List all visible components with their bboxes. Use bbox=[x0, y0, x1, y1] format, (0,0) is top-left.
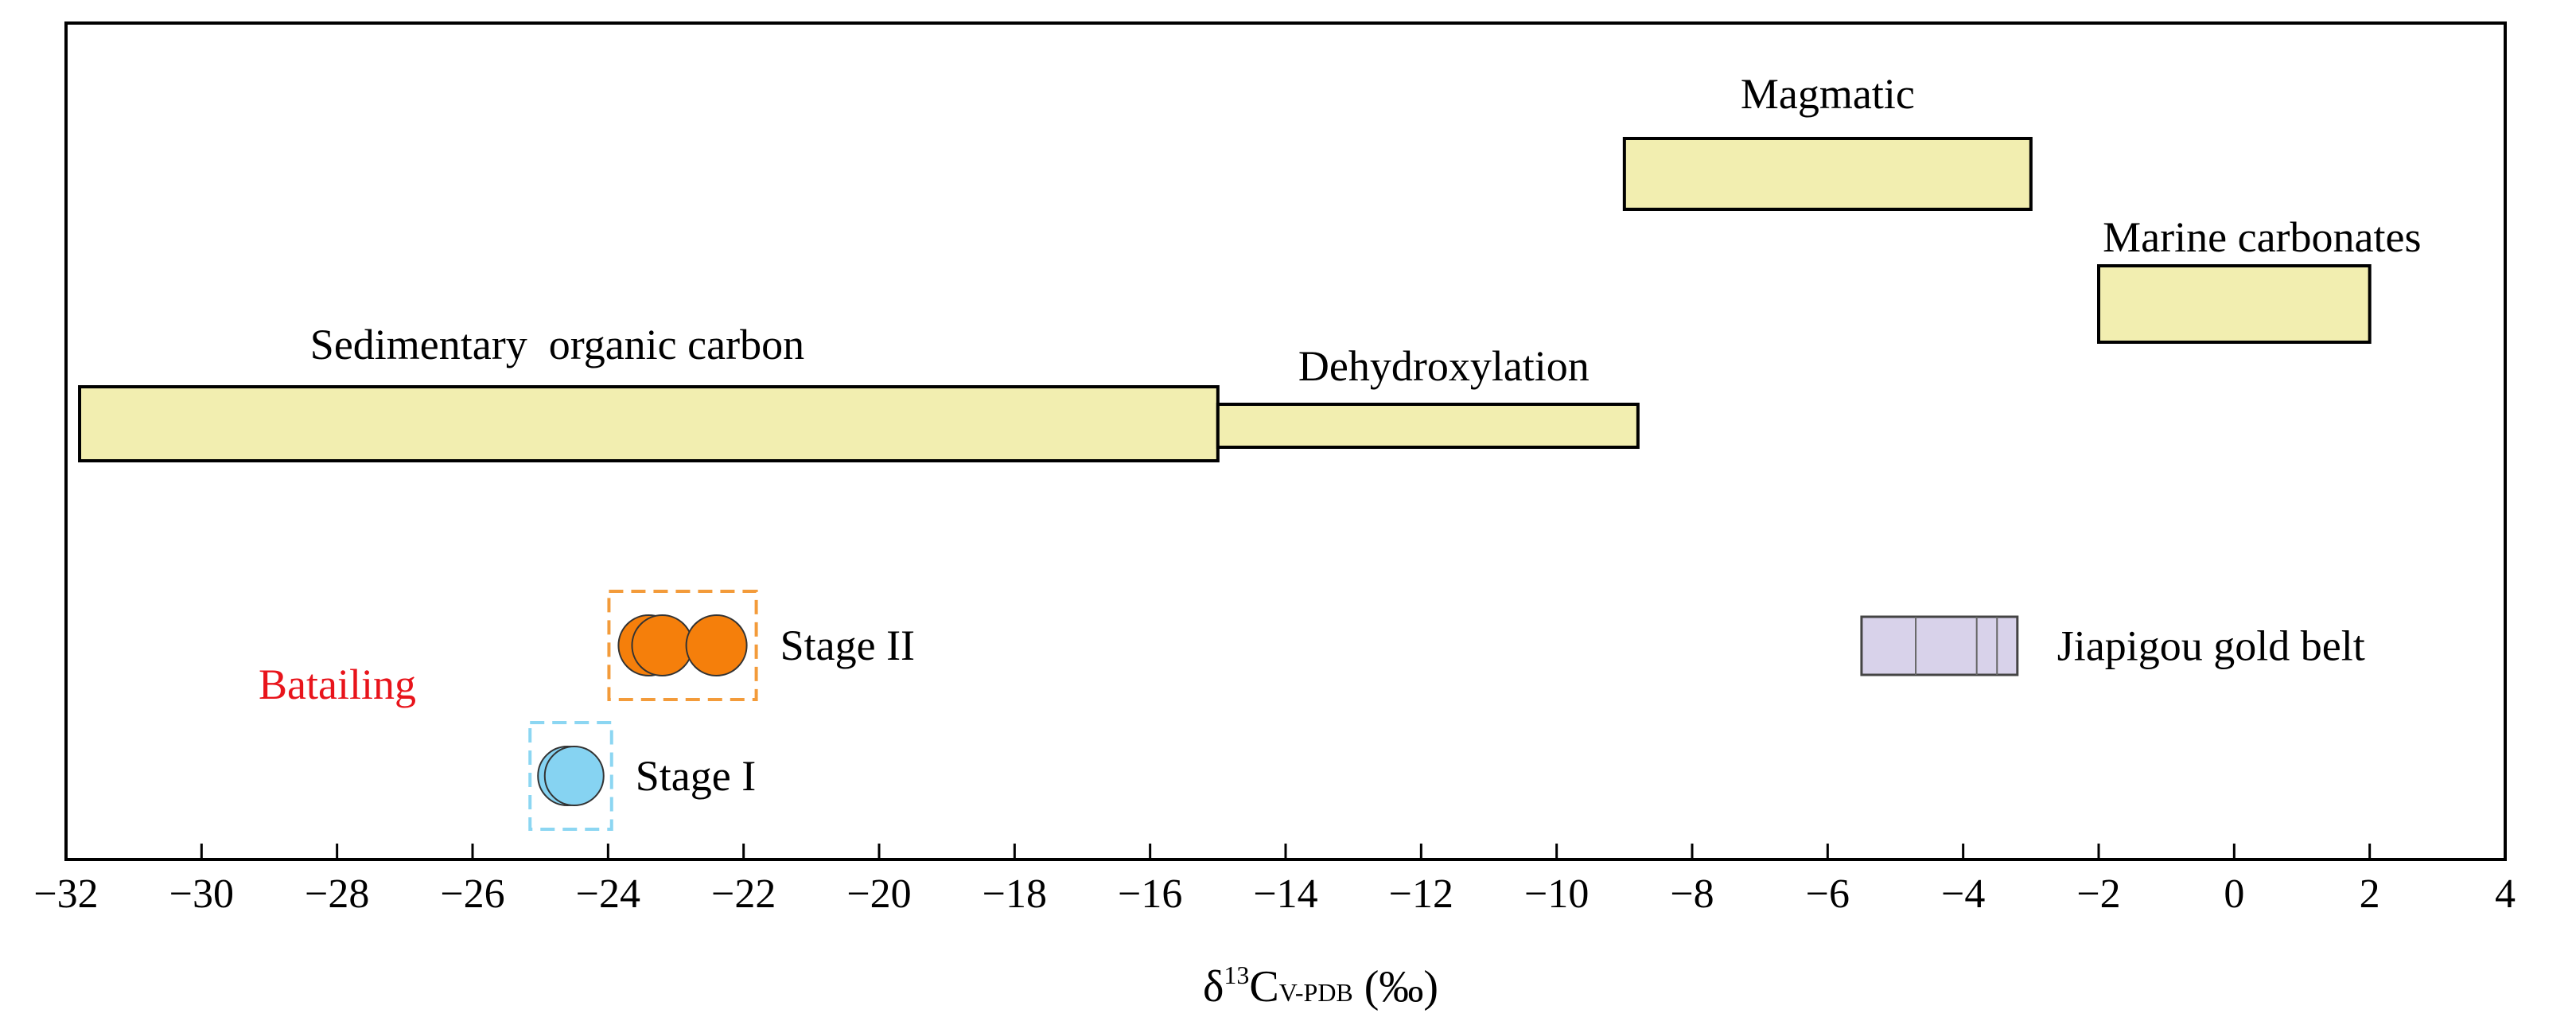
x-axis-title-delta: δ bbox=[1203, 962, 1224, 1011]
x-tick-label: −28 bbox=[305, 871, 369, 917]
stage-point bbox=[631, 614, 694, 676]
x-tick-label: −30 bbox=[169, 871, 234, 917]
range-label-sedimentary-organic-carbon: Sedimentary organic carbon bbox=[310, 321, 804, 368]
source-ranges: Magmatic Marine carbonates Sedimentary org… bbox=[78, 70, 2421, 462]
x-axis-title: δ13CV-PDB (‰) bbox=[1203, 961, 1438, 1011]
x-tick-label: −24 bbox=[576, 871, 640, 917]
x-tick-label: −2 bbox=[2076, 871, 2120, 917]
stage-point bbox=[543, 746, 605, 806]
stage-group-stage-i: Stage I bbox=[528, 721, 756, 831]
range-label-marine-carbonates: Marine carbonates bbox=[2103, 213, 2421, 261]
range-bar-magmatic bbox=[1622, 137, 2033, 211]
x-tick-label: −6 bbox=[1806, 871, 1850, 917]
x-tick-label: 4 bbox=[2495, 871, 2516, 917]
stage-groups: Stage II Stage I bbox=[528, 590, 915, 831]
stage-box bbox=[607, 590, 758, 701]
x-axis-title-unit: (‰) bbox=[1353, 962, 1438, 1011]
reference-label: Jiapigou gold belt bbox=[2057, 622, 2365, 670]
x-tick-label: −8 bbox=[1670, 871, 1714, 917]
x-tick-label: −32 bbox=[33, 871, 98, 917]
range-bar-marine-carbonates bbox=[2097, 264, 2372, 344]
x-tick-label: −12 bbox=[1389, 871, 1453, 917]
x-tick-label: −16 bbox=[1118, 871, 1182, 917]
reference-bar bbox=[1860, 615, 2019, 676]
x-tick-label: −20 bbox=[846, 871, 911, 917]
x-tick-label: 0 bbox=[2224, 871, 2244, 917]
stage-box bbox=[528, 721, 613, 831]
x-tick-label: −22 bbox=[711, 871, 776, 917]
x-tick-label: −18 bbox=[983, 871, 1047, 917]
range-label-dehydroxylation: Dehydroxylation bbox=[1298, 342, 1590, 390]
x-tick-label: 2 bbox=[2360, 871, 2380, 917]
range-bar-dehydroxylation bbox=[1216, 403, 1640, 449]
study-group-label: Batailing bbox=[259, 661, 416, 708]
stage-label: Stage I bbox=[636, 752, 756, 800]
range-bar-sedimentary-organic-carbon bbox=[78, 385, 1220, 462]
x-tick-label: −4 bbox=[1941, 871, 1985, 917]
x-axis-title-superscript: 13 bbox=[1224, 961, 1249, 989]
x-tick-label: −26 bbox=[440, 871, 504, 917]
x-tick-label: −10 bbox=[1524, 871, 1589, 917]
x-axis-title-subscript: V-PDB bbox=[1279, 978, 1353, 1007]
x-axis-title-main: C bbox=[1249, 962, 1278, 1011]
range-label-magmatic: Magmatic bbox=[1741, 70, 1915, 118]
stage-label: Stage II bbox=[780, 622, 915, 669]
stage-group-stage-ii: Stage II bbox=[607, 590, 915, 701]
reference-range: Jiapigou gold belt bbox=[1860, 615, 2365, 676]
x-axis: −32 −30 −28 −26 −24 −22 −20 −18 −16 −14 −12 −10 −8 −6… bbox=[33, 844, 2516, 917]
stage-point bbox=[685, 614, 748, 676]
x-tick-label: −14 bbox=[1253, 871, 1317, 917]
